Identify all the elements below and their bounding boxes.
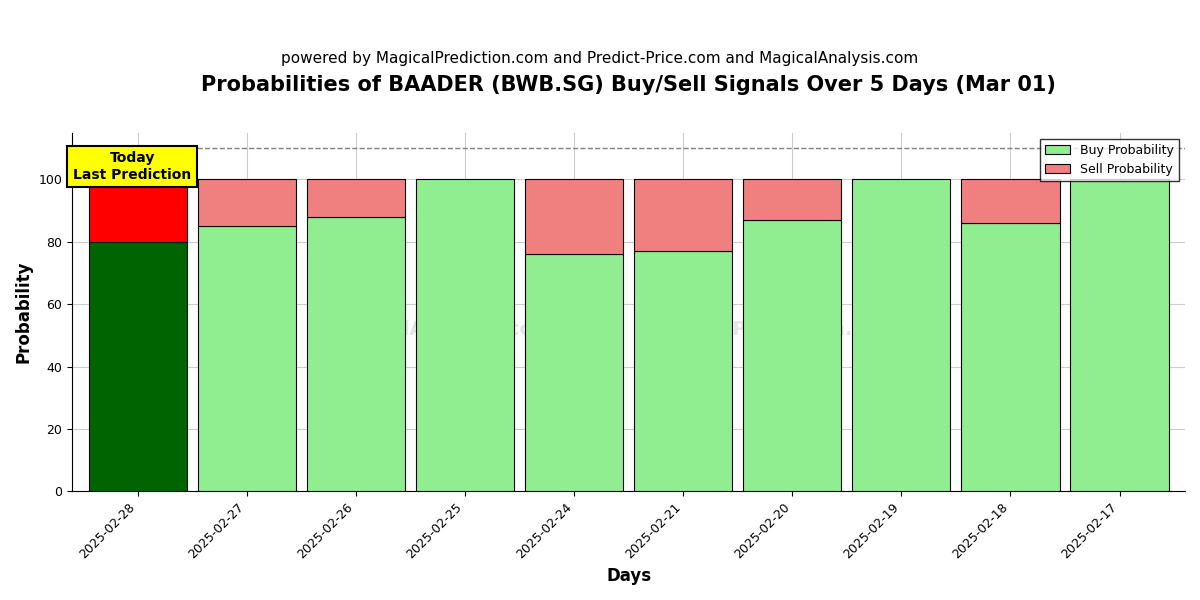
Bar	[743, 179, 841, 220]
Title: Probabilities of BAADER (BWB.SG) Buy/Sell Signals Over 5 Days (Mar 01): Probabilities of BAADER (BWB.SG) Buy/Sel…	[202, 75, 1056, 95]
Bar	[416, 179, 514, 491]
Bar	[198, 226, 296, 491]
Bar	[852, 179, 950, 491]
Bar	[307, 217, 404, 491]
Bar	[89, 179, 187, 242]
Bar	[307, 179, 404, 217]
Bar	[961, 223, 1060, 491]
Text: MagicalAnalysis.com: MagicalAnalysis.com	[325, 320, 553, 340]
Text: powered by MagicalPrediction.com and Predict-Price.com and MagicalAnalysis.com: powered by MagicalPrediction.com and Pre…	[281, 51, 919, 66]
Y-axis label: Probability: Probability	[16, 261, 34, 363]
Bar	[524, 254, 623, 491]
Bar	[89, 242, 187, 491]
Bar	[961, 179, 1060, 223]
Bar	[634, 251, 732, 491]
Legend: Buy Probability, Sell Probability: Buy Probability, Sell Probability	[1040, 139, 1178, 181]
Bar	[198, 179, 296, 226]
Bar	[1070, 179, 1169, 491]
Bar	[743, 220, 841, 491]
Bar	[634, 179, 732, 251]
Bar	[524, 179, 623, 254]
X-axis label: Days: Days	[606, 567, 652, 585]
Text: Today
Last Prediction: Today Last Prediction	[73, 151, 191, 182]
Text: MagicalPrediction.com: MagicalPrediction.com	[648, 320, 898, 340]
